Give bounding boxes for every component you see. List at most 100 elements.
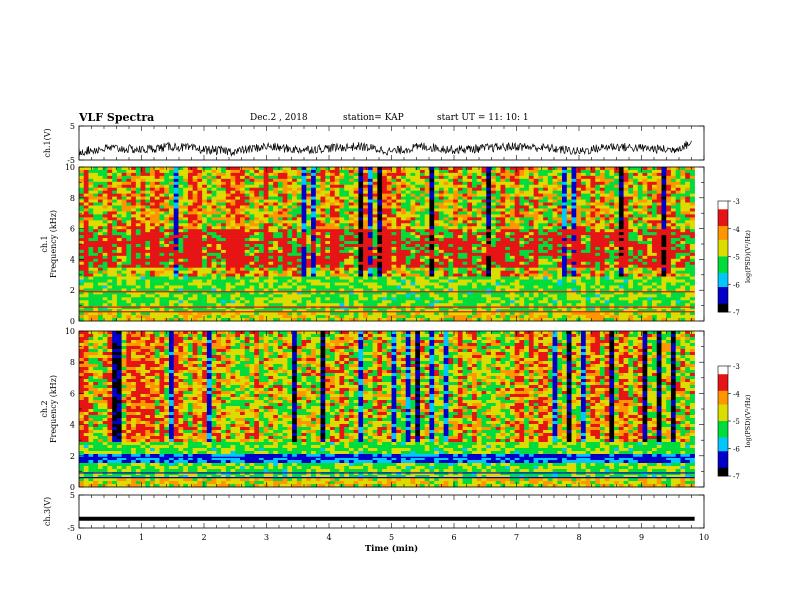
spectrogram-cell (547, 244, 553, 248)
spectrogram-cell (547, 211, 553, 215)
spectrogram-cell (566, 223, 572, 227)
spectrogram-cell (618, 232, 624, 236)
spectrogram-cell (353, 241, 359, 245)
spectrogram-cell (311, 255, 317, 260)
spectrogram-cell (202, 205, 208, 209)
spectrogram-cell (126, 208, 132, 212)
spectrogram-cell (434, 276, 440, 280)
spectrogram-cell (562, 184, 568, 189)
spectrogram-cell (538, 267, 544, 271)
spectrogram-cell (187, 279, 193, 283)
spectrogram-cell (244, 193, 250, 197)
spectrogram-cell (230, 187, 236, 191)
spectrogram-cell (277, 202, 283, 206)
spectrogram-cell (235, 214, 241, 218)
spectrogram-cell (419, 258, 425, 263)
spectrogram-cell (519, 267, 525, 271)
spectrogram-cell (396, 172, 402, 177)
spectrogram-cell (164, 261, 170, 266)
spectrogram-cell (633, 241, 639, 245)
spectrogram-cell (79, 205, 85, 209)
spectrogram-cell (358, 258, 364, 263)
spectrogram-cell (652, 217, 658, 221)
spectrogram-cell (240, 241, 246, 245)
spectrogram-cell (491, 199, 497, 203)
spectrogram-cell (637, 167, 643, 171)
spectrogram-cell (287, 270, 293, 274)
spectrogram-cell (334, 178, 340, 183)
spectrogram-cell (543, 261, 549, 266)
spectrogram-cell (178, 190, 184, 194)
spectrogram-cell (448, 264, 454, 268)
spectrogram-cell (599, 217, 605, 221)
spectrogram-cell (443, 273, 449, 277)
spectrogram-cell (562, 175, 568, 180)
spectrogram-cell (571, 205, 577, 209)
spectrogram-cell (481, 223, 487, 227)
spectrogram-cell (311, 249, 317, 254)
spectrogram-cell (183, 187, 189, 191)
spectrogram-cell (258, 202, 264, 206)
spectrogram-cell (268, 184, 274, 189)
spectrogram-cell (486, 235, 492, 239)
spectrogram-cell (590, 276, 596, 280)
spectrogram-cell (438, 190, 444, 194)
spectrogram-cell (282, 190, 288, 194)
spectrogram-cell (533, 220, 539, 224)
spectrogram-cell (273, 211, 279, 215)
spectrogram-cell (287, 273, 293, 277)
spectrogram-cell (524, 232, 530, 236)
spectrogram-cell (225, 258, 231, 263)
spectrogram-cell (145, 187, 151, 191)
spectrogram-cell (268, 220, 274, 224)
spectrogram-cell (292, 252, 298, 257)
spectrogram-cell (178, 246, 184, 251)
spectrogram-cell (88, 261, 94, 266)
spectrogram-cell (524, 255, 530, 260)
spectrogram-cell (334, 235, 340, 239)
spectrogram-cell (263, 244, 269, 248)
spectrogram-cell (230, 246, 236, 251)
spectrogram-cell (216, 267, 222, 271)
spectrogram-cell (168, 258, 175, 263)
spectrogram-cell (562, 187, 568, 191)
spectrogram-cell (187, 261, 193, 266)
spectrogram-cell (348, 187, 354, 191)
spectrogram-cell (614, 187, 620, 191)
spectrogram-cell (159, 167, 165, 171)
spectrogram-cell (102, 226, 108, 230)
spectrogram-cell (410, 220, 416, 224)
spectrogram-cell (580, 196, 587, 200)
spectrogram-cell (519, 205, 525, 209)
spectrogram-cell (292, 229, 298, 233)
spectrogram-cell (187, 258, 193, 263)
spectrogram-cell (263, 220, 269, 224)
spectrogram-cell (386, 193, 392, 197)
spectrogram-cell (642, 255, 648, 260)
spectrogram-cell (254, 214, 260, 218)
spectrogram-cell (221, 223, 227, 227)
spectrogram-cell (391, 193, 397, 197)
spectrogram-cell (590, 270, 596, 274)
spectrogram-cell (637, 175, 643, 180)
spectrogram-cell (524, 249, 530, 254)
spectrogram-cell (202, 214, 208, 218)
spectrogram-cell (382, 193, 388, 197)
spectrogram-cell (543, 193, 549, 197)
spectrogram-cell (476, 196, 482, 200)
spectrogram-cell (438, 187, 444, 191)
spectrogram-cell (273, 220, 279, 224)
spectrogram-cell (685, 267, 691, 271)
spectrogram-cell (599, 187, 605, 191)
spectrogram-cell (401, 187, 407, 191)
spectrogram-cell (268, 181, 274, 186)
spectrogram-cell (202, 279, 208, 283)
spectrogram-cell (112, 175, 118, 180)
spectrogram-cell (164, 169, 170, 174)
spectrogram-cell (391, 167, 397, 171)
spectrogram-cell (552, 267, 558, 271)
spectrogram-cell (178, 175, 184, 180)
spectrogram-cell (363, 267, 369, 271)
spectrogram-cell (358, 214, 364, 218)
spectrogram-cell (202, 229, 208, 233)
